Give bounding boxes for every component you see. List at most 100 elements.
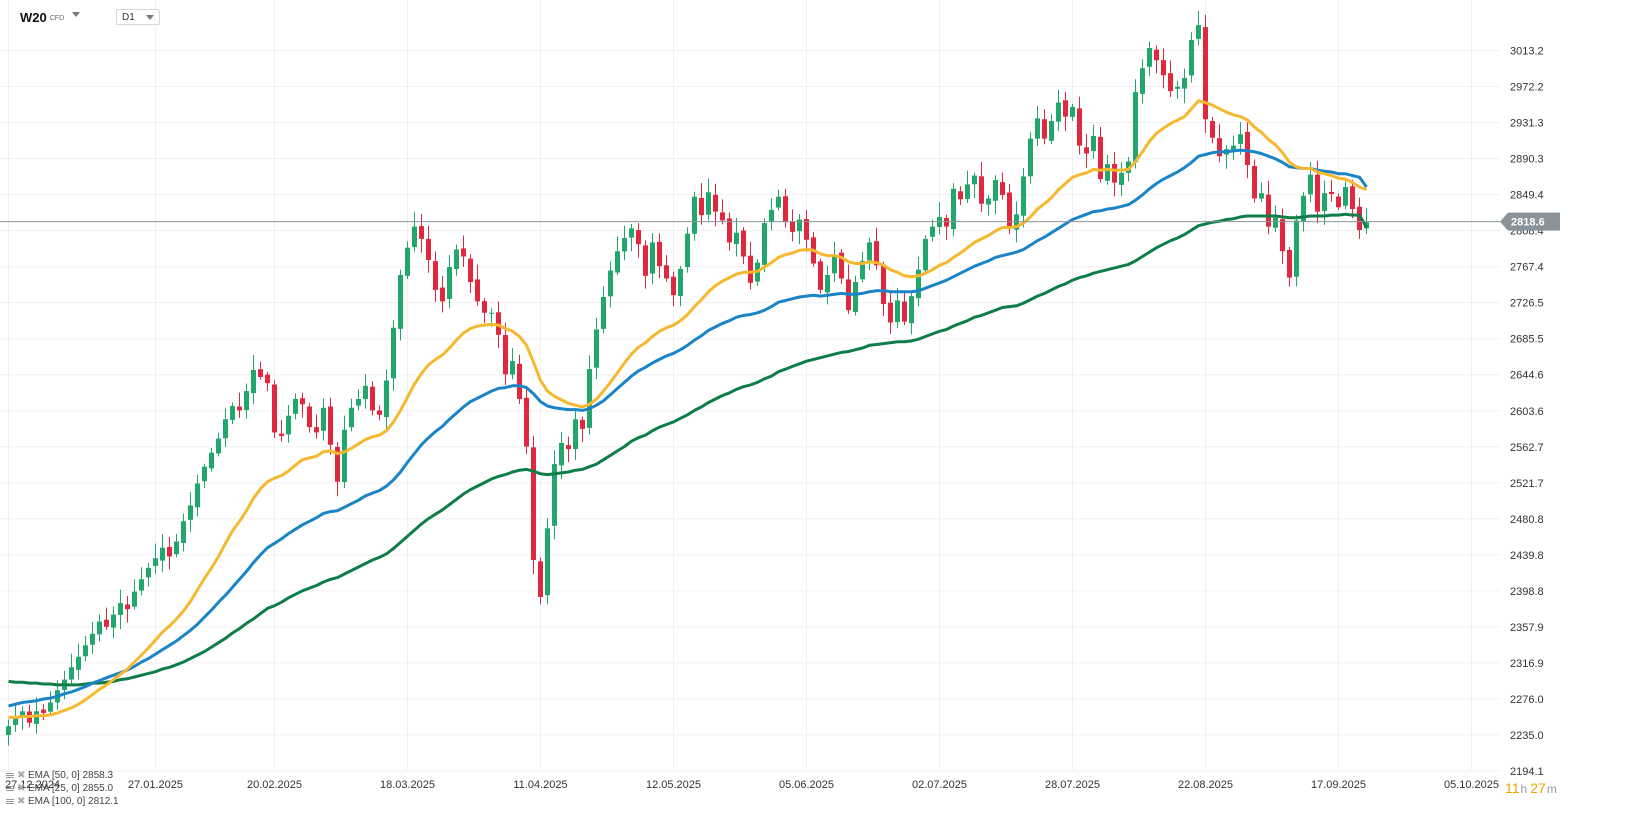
candle-body	[1084, 147, 1089, 154]
candle	[153, 543, 158, 574]
candle	[797, 214, 802, 245]
candle-body	[314, 427, 319, 433]
candle	[1210, 116, 1215, 144]
timeframe-select[interactable]: D1	[116, 9, 160, 25]
candle-body	[447, 267, 452, 299]
legend-item-ema50[interactable]: ✖ EMA [50, 0] 2858.3	[6, 769, 119, 782]
candle	[265, 371, 270, 392]
candle	[188, 492, 193, 532]
candle-body	[1287, 249, 1292, 278]
candle-body	[1063, 100, 1068, 117]
y-tick-label: 2890.3	[1510, 154, 1544, 166]
candle-body	[153, 558, 158, 567]
candle	[426, 225, 431, 273]
candle	[846, 264, 851, 314]
candle	[440, 276, 445, 313]
y-tick-label: 2767.4	[1510, 262, 1544, 274]
candle	[1042, 109, 1047, 145]
candle	[1035, 106, 1040, 147]
indicator-settings-icon[interactable]	[6, 797, 15, 806]
candle	[1119, 161, 1124, 196]
candle-body	[783, 196, 788, 223]
candle	[601, 286, 606, 334]
candle	[979, 161, 984, 212]
candle-body	[230, 406, 235, 420]
candle	[69, 653, 74, 684]
candle-body	[804, 218, 809, 240]
candle	[1168, 60, 1173, 98]
candle-body	[384, 380, 389, 418]
candle	[832, 241, 837, 282]
ema-line	[8, 212, 1368, 687]
candle-body	[587, 369, 592, 428]
y-tick-label: 2194.1	[1510, 766, 1544, 778]
candle-body	[671, 276, 676, 296]
candle	[923, 235, 928, 274]
candle	[839, 248, 844, 284]
candle-body	[916, 269, 921, 299]
x-tick-label: 05.10.2025	[1444, 779, 1499, 791]
candle-body	[13, 717, 18, 725]
timer-minutes: 27	[1530, 780, 1546, 796]
candle-body	[167, 546, 172, 557]
indicator-settings-icon[interactable]	[6, 771, 15, 780]
candle-body	[48, 702, 53, 712]
candle	[958, 186, 963, 205]
candle-body	[1210, 120, 1215, 138]
candle	[251, 355, 256, 404]
candle	[706, 178, 711, 221]
candle	[132, 579, 137, 610]
indicator-settings-icon[interactable]	[6, 784, 15, 793]
candle	[321, 398, 326, 441]
candle	[244, 383, 249, 419]
time-axis[interactable]: 27.12.2024 27.01.2025 20.02.2025 18.03.2025…	[5, 779, 1499, 791]
price-axis[interactable]: 3013.22972.22931.32890.32849.42808.42767…	[1500, 45, 1560, 778]
x-tick-label: 20.02.2025	[247, 779, 302, 791]
candle	[825, 265, 830, 305]
candle	[202, 463, 207, 489]
candle	[454, 244, 459, 276]
x-tick-label: 02.07.2025	[912, 779, 967, 791]
y-tick-label: 2439.8	[1510, 550, 1544, 562]
legend-item-ema100[interactable]: ✖ EMA [100, 0] 2812.1	[6, 795, 119, 808]
candle	[1266, 180, 1271, 235]
candle-body	[90, 633, 95, 645]
candle	[1357, 197, 1362, 239]
candle-body	[279, 433, 284, 436]
y-tick-label: 2235.0	[1510, 730, 1544, 742]
candle-body	[76, 656, 81, 670]
candle	[965, 170, 970, 204]
price-tag-shape	[1500, 212, 1560, 231]
y-tick-label: 2685.5	[1510, 334, 1544, 346]
candle-body	[573, 419, 578, 449]
candle-body	[972, 175, 977, 185]
candle-body	[979, 176, 984, 204]
remove-indicator-icon[interactable]: ✖	[17, 796, 26, 807]
symbol-chevron-down-icon[interactable]	[72, 12, 80, 17]
candle-body	[1028, 138, 1033, 177]
candle	[1077, 96, 1082, 155]
candle	[370, 381, 375, 416]
candle-body	[622, 238, 627, 252]
candle-body	[888, 302, 893, 323]
candle-body	[713, 194, 718, 212]
candle	[538, 557, 543, 605]
legend-label: EMA [100, 0] 2812.1	[28, 796, 119, 807]
timer-minutes-unit: m	[1546, 782, 1557, 796]
candle	[181, 513, 186, 552]
candle	[727, 212, 732, 251]
remove-indicator-icon[interactable]: ✖	[17, 770, 26, 781]
candle	[587, 355, 592, 435]
candle-body	[132, 591, 137, 607]
candle	[860, 252, 865, 283]
symbol-selector[interactable]: W20 CFD	[20, 10, 64, 25]
remove-indicator-icon[interactable]: ✖	[17, 783, 26, 794]
candle-body	[531, 447, 536, 560]
candle-body	[1119, 172, 1124, 185]
candle	[482, 298, 487, 324]
candle	[314, 414, 319, 439]
current-price-tag: 2818.6	[1500, 212, 1560, 231]
legend-item-ema25[interactable]: ✖ EMA [25, 0] 2855.0	[6, 782, 119, 795]
candle	[125, 596, 130, 623]
